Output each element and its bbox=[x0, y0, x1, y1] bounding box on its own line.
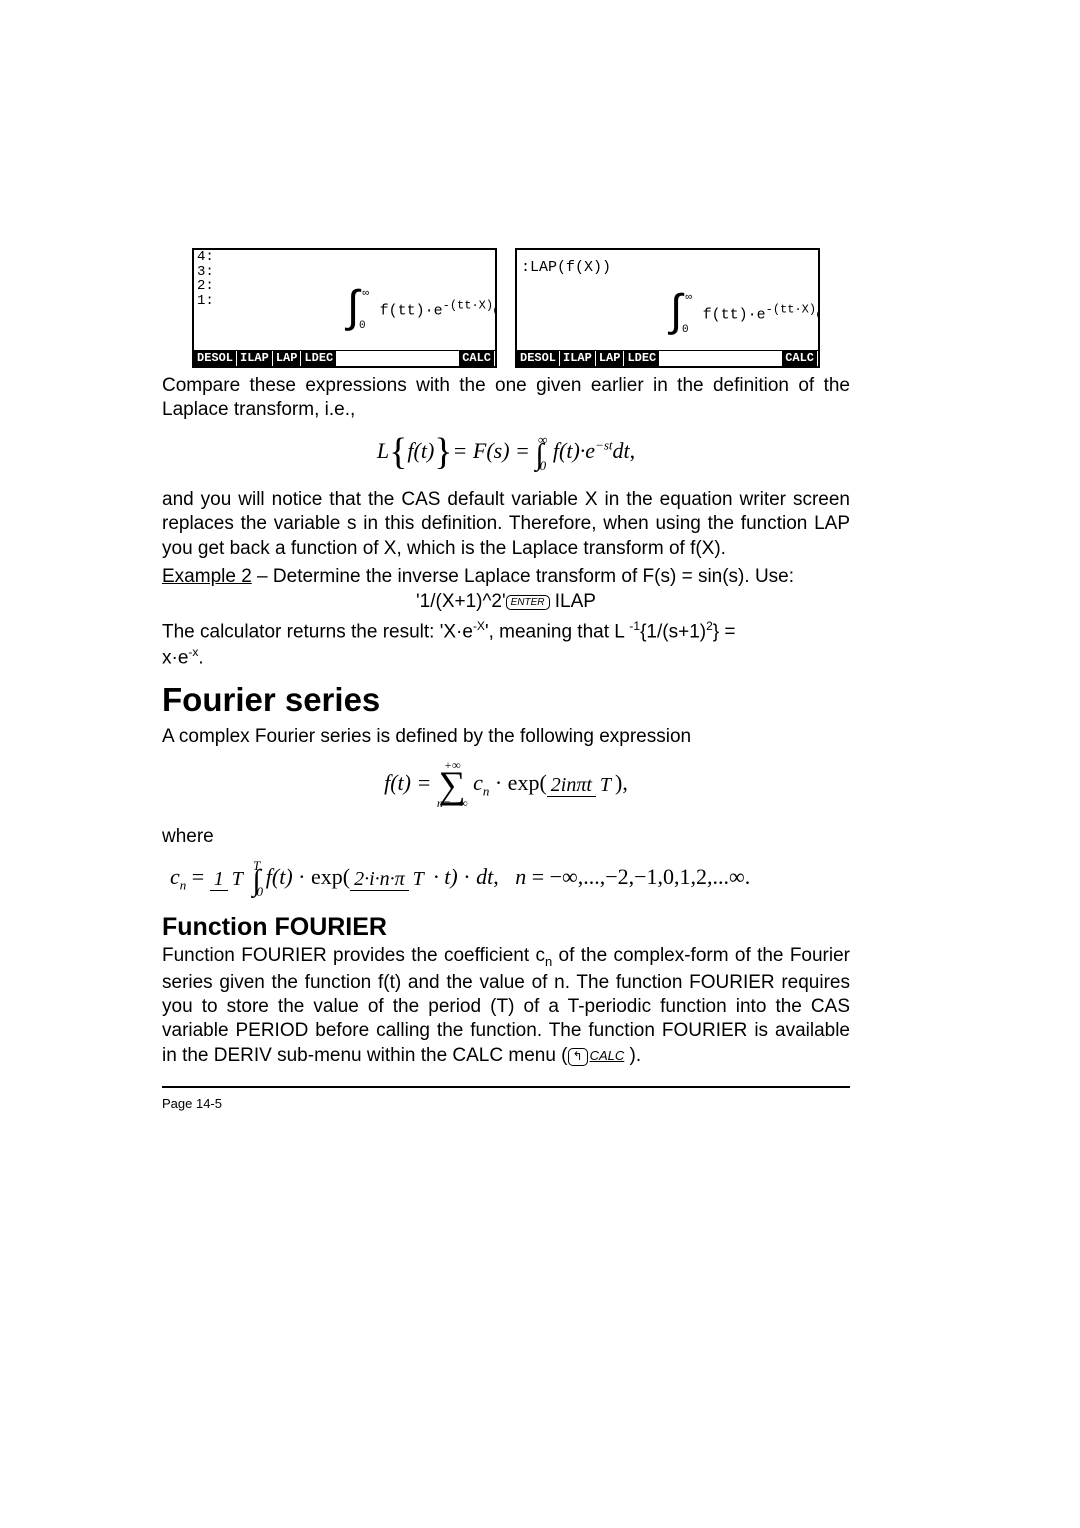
stack-levels: 4: 3: 2: 1: bbox=[197, 250, 214, 309]
softmenu-right: DESOLILAPLAPLDECCALC bbox=[517, 350, 818, 366]
integral-expr-left: ∫∞0f(tt)·e-(tt·X)dtt bbox=[250, 278, 495, 343]
softmenu-left: DESOLILAPLAPLDECCALC bbox=[194, 350, 495, 366]
integral-expr-right: ∫∞0f(tt)·e-(tt·X)dtt bbox=[573, 282, 818, 347]
example2-code: '1/(X+1)^2'ENTER ILAP bbox=[162, 591, 850, 613]
fourier-series-heading: Fourier series bbox=[162, 681, 850, 719]
left-shift-key-icon: ↰ bbox=[568, 1048, 588, 1066]
where-label: where bbox=[162, 825, 850, 849]
example2-label: Example 2 bbox=[162, 566, 252, 587]
calc-screen-right: :LAP(f(X)) ∫∞0f(tt)·e-(tt·X)dtt DESOLILA… bbox=[515, 248, 820, 368]
fourier-coeff-eq: cn = 1T ∫0T f(t) · exp(2·i·n·πT · t) · d… bbox=[162, 859, 850, 899]
lap-label: :LAP(f(X)) bbox=[521, 260, 611, 276]
fourier-series-eq: f(t) = +∞ ∑ n=−∞ cn · exp(2inπtT), bbox=[162, 759, 850, 811]
calc-key-label: CALC bbox=[590, 1048, 625, 1065]
para-cas-note: and you will notice that the CAS default… bbox=[162, 488, 850, 561]
para-compare: Compare these expressions with the one g… bbox=[162, 374, 850, 423]
example2-line: Example 2 – Determine the inverse Laplac… bbox=[162, 565, 850, 589]
function-fourier-heading: Function FOURIER bbox=[162, 913, 850, 942]
laplace-definition-eq: L{f(t)}= F(s) = ∫0∞ f(t)·e−stdt, bbox=[162, 432, 850, 474]
function-fourier-body: Function FOURIER provides the coefficien… bbox=[162, 944, 850, 1068]
footer-rule bbox=[162, 1086, 850, 1088]
enter-key-icon: ENTER bbox=[506, 595, 550, 610]
fourier-intro: A complex Fourier series is defined by t… bbox=[162, 725, 850, 749]
calc-screen-left: 4: 3: 2: 1: ∫∞0f(tt)·e-(tt·X)dtt DESOLIL… bbox=[192, 248, 497, 368]
calculator-screenshots: 4: 3: 2: 1: ∫∞0f(tt)·e-(tt·X)dtt DESOLIL… bbox=[162, 248, 850, 368]
example2-result: The calculator returns the result: 'X·e-… bbox=[162, 619, 850, 670]
page-number: Page 14-5 bbox=[162, 1096, 850, 1111]
